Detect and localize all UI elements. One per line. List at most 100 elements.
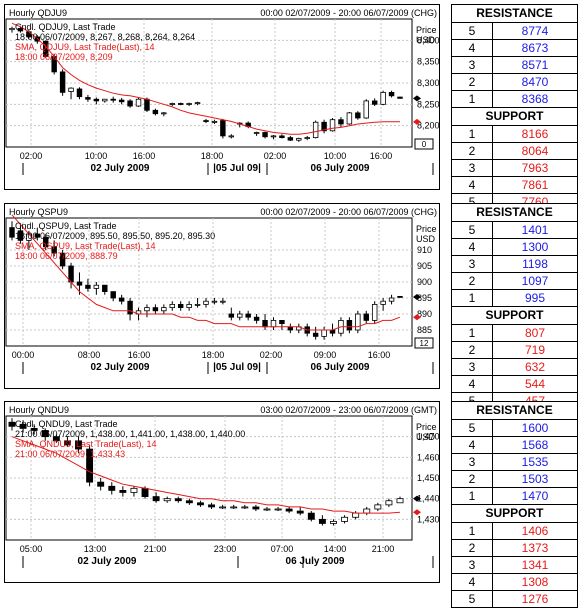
- candle-body: [97, 481, 105, 487]
- legend-candle-values: 21:00 06/07/2009, 1,438.00, 1,441.00, 1,…: [15, 429, 245, 439]
- chart-date-range: 00:00 02/07/2009 - 20:00 06/07/2009 (CHG…: [260, 207, 437, 217]
- candle-body: [270, 320, 277, 328]
- candle-body: [118, 297, 125, 302]
- resistance-row: 1 8368: [452, 90, 577, 107]
- support-heading: SUPPORT: [452, 306, 577, 324]
- resistance-row: 5 1401: [452, 221, 577, 238]
- y-tick-label: 1,460: [417, 452, 440, 462]
- resistance-value: 1401: [521, 223, 549, 237]
- y-tick-label: 895: [417, 293, 432, 303]
- support-row: 2 719: [452, 341, 577, 358]
- y-tick-label: 910: [417, 245, 432, 255]
- x-tick-label: 21:00: [144, 544, 167, 554]
- y-tick-label: 8,250: [417, 99, 440, 109]
- resistance-heading: RESISTANCE: [476, 205, 553, 219]
- candle-body: [110, 98, 116, 101]
- resistance-rank: 5: [452, 420, 493, 436]
- x-tick-label: 09:00: [314, 350, 337, 360]
- support-row: 2 8064: [452, 142, 577, 159]
- sma-line: [11, 214, 401, 331]
- candle-body: [93, 284, 100, 289]
- candle-body: [8, 421, 16, 427]
- candle-body: [252, 506, 260, 510]
- support-value: 7861: [521, 178, 549, 192]
- candle-body: [287, 137, 294, 141]
- support-value: 1373: [521, 541, 549, 555]
- candle-body: [363, 508, 371, 514]
- resistance-value: 1600: [521, 421, 549, 435]
- x-tick-label: 13:00: [84, 544, 107, 554]
- x-date-label: 02 July 2009: [78, 556, 137, 567]
- legend-sma-value: 18:00 06/07/2009, 8,209: [15, 52, 113, 62]
- candle-body: [262, 132, 268, 138]
- candle-body: [245, 313, 251, 318]
- candle-body: [363, 100, 369, 119]
- support-rank: 1: [452, 126, 493, 142]
- last-value-badge: [414, 138, 434, 150]
- candle-body: [169, 103, 175, 105]
- x-tick-label: 08:00: [78, 350, 101, 360]
- support-row: 2 1373: [452, 539, 577, 556]
- candle-body: [296, 138, 302, 141]
- currency-axis-label: USD: [416, 432, 436, 442]
- support-value: 719: [524, 343, 546, 357]
- y-tick-label: 1,430: [417, 514, 440, 524]
- support-value: 544: [524, 377, 546, 391]
- support-heading: SUPPORT: [452, 107, 577, 125]
- candle-body: [76, 88, 83, 98]
- candle-body: [285, 508, 293, 512]
- candle-body: [355, 112, 361, 119]
- x-tick-label: 05:00: [20, 544, 43, 554]
- candle-body: [237, 313, 243, 318]
- x-tick-label: 16:00: [370, 151, 393, 161]
- candle-body: [363, 313, 369, 321]
- resistance-value: 1300: [521, 240, 549, 254]
- candle-body: [253, 132, 260, 134]
- x-tick-label: 07:00: [271, 544, 294, 554]
- candle-body: [9, 27, 15, 31]
- x-tick-label: 23:00: [214, 544, 237, 554]
- y-tick-label: 905: [417, 261, 432, 271]
- resistance-row: 5 1600: [452, 419, 577, 436]
- y-tick-label: 900: [417, 277, 432, 287]
- candle-body: [161, 307, 167, 312]
- candle-body: [127, 300, 133, 315]
- legend-sma-series: SMA, QDJU9, Last Trade(Last), 14: [15, 42, 155, 52]
- resistance-value: 8774: [521, 24, 549, 38]
- legend-candle-values: 18:00 06/07/2009, 8,267, 8,268, 8,264, 8…: [15, 32, 195, 42]
- support-rank: 4: [452, 177, 493, 193]
- resistance-row: 4 8673: [452, 39, 577, 56]
- support-value: 8166: [521, 127, 549, 141]
- legend-candle-series: Cndl. QNDU9, Last Trade: [15, 419, 118, 429]
- resistance-rank: 3: [452, 57, 493, 73]
- candle-body: [186, 304, 192, 309]
- support-value: 807: [524, 326, 546, 340]
- candle-body: [118, 99, 125, 103]
- chart-title: Hourly QNDU9: [9, 405, 69, 415]
- candle-body: [174, 498, 182, 502]
- candle-body: [396, 498, 404, 504]
- candle-body: [329, 119, 336, 132]
- support-row: 5 1276: [452, 590, 577, 607]
- resistance-value: 1198: [522, 257, 548, 271]
- legend-sma-value: 18:00 06/07/2009, 888.79: [15, 251, 118, 261]
- x-tick-label: 16:00: [133, 151, 156, 161]
- y-tick-label: 8,350: [417, 57, 440, 67]
- resistance-rank: 2: [452, 273, 493, 289]
- candle-body: [127, 100, 133, 107]
- candle-body: [296, 510, 304, 514]
- resistance-value: 995: [524, 291, 546, 305]
- support-rank: 3: [452, 160, 493, 176]
- candle-body: [169, 304, 175, 309]
- y-tick-label: 885: [417, 325, 432, 335]
- legend-sma-value: 21:00 06/07/2009, 1,433.43: [15, 449, 125, 459]
- x-tick-label: 10:00: [324, 151, 347, 161]
- candle-body: [380, 91, 386, 105]
- support-row: 3 7963: [452, 159, 577, 176]
- y-tick-label: 8,200: [417, 121, 440, 131]
- support-row: 3 1341: [452, 556, 577, 573]
- candle-body: [346, 112, 353, 125]
- support-rank: 2: [452, 540, 493, 556]
- resistance-heading: RESISTANCE: [476, 403, 553, 417]
- chart-date-range: 00:00 02/07/2009 - 20:00 06/07/2009 (CHG…: [260, 8, 437, 18]
